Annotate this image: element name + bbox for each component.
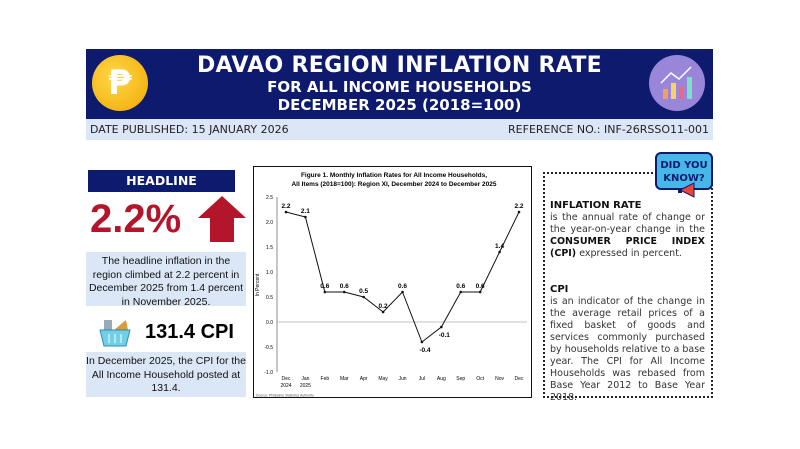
- megaphone-icon: [678, 182, 695, 198]
- x-tick-label: Jan: [301, 376, 309, 382]
- x-tick-label: Jun: [398, 376, 406, 382]
- y-tick-label: 1.5: [266, 245, 273, 251]
- chart-title-2: All Items (2018=100): Region XI, Decembe…: [291, 181, 496, 188]
- definition-text: is the annual rate of change or the year…: [550, 212, 705, 235]
- y-tick-label: 0.0: [266, 320, 273, 326]
- peso-coin-icon: ₱: [92, 55, 148, 111]
- definition-cpi: is an indicator of the change in the ave…: [550, 296, 705, 403]
- chart-title: Figure 1. Monthly Inflation Rates for Al…: [301, 172, 487, 179]
- x-tick-label: Oct: [476, 376, 484, 382]
- page-subtitle: FOR ALL INCOME HOUSEHOLDS: [267, 78, 532, 96]
- header-banner: ₱ DAVAO REGION INFLATION RATE FOR ALL IN…: [86, 49, 713, 119]
- x-tick-label: May: [378, 376, 388, 382]
- definition-inflation-rate: is the annual rate of change or the year…: [550, 212, 705, 260]
- data-point: [362, 295, 365, 299]
- data-point: [284, 210, 288, 214]
- x-tick-label: 2025: [300, 383, 311, 389]
- definition-emphasis: CONSUMER PRICE INDEX (CPI): [550, 236, 705, 259]
- page-period: DECEMBER 2025 (2018=100): [277, 96, 522, 114]
- y-tick-label: -0.5: [264, 345, 273, 351]
- y-axis-label: In Percent: [255, 273, 261, 296]
- data-label: 0.6: [476, 283, 485, 290]
- x-tick-label: Sep: [456, 376, 465, 382]
- headline-label: HEADLINE INFLATION: [88, 170, 235, 210]
- arrow-up-icon: [198, 196, 246, 242]
- x-tick-label: Aug: [437, 376, 446, 382]
- growth-chart-icon: [649, 55, 705, 111]
- data-point: [459, 290, 463, 294]
- data-label: 0.6: [398, 283, 407, 290]
- x-tick-label: Feb: [321, 376, 330, 382]
- data-point: [478, 290, 482, 294]
- data-point: [304, 215, 307, 219]
- x-tick-label: Dec: [515, 376, 524, 382]
- data-label: 0.6: [320, 283, 329, 290]
- data-label: 2.2: [514, 203, 523, 210]
- data-point: [517, 210, 521, 214]
- series-line: [285, 211, 520, 343]
- data-point: [381, 310, 385, 314]
- data-label: 0.5: [359, 288, 368, 295]
- x-tick-label: Jul: [419, 376, 425, 382]
- data-label: 0.2: [379, 303, 388, 310]
- x-tick-label: Mar: [340, 376, 349, 382]
- chart-source: Source: Philippine Statistics Authority: [256, 394, 314, 398]
- data-label: 0.6: [456, 283, 465, 290]
- did-you-know-panel: INFLATION RATE is the annual rate of cha…: [543, 172, 713, 403]
- data-label: 1.4: [495, 243, 504, 250]
- chart-frame: [253, 166, 532, 398]
- term-inflation-rate: INFLATION RATE: [550, 200, 642, 211]
- cpi-description: In December 2025, the CPI for the All In…: [86, 352, 246, 397]
- x-tick-label: Nov: [495, 376, 504, 382]
- y-tick-label: 2.5: [266, 195, 273, 201]
- data-point: [323, 290, 327, 294]
- term-cpi: CPI: [550, 284, 569, 295]
- data-point: [440, 325, 443, 329]
- x-tick-label: 2024: [280, 383, 291, 389]
- data-label: -0.1: [439, 332, 451, 339]
- data-point: [420, 340, 424, 344]
- data-point: [342, 290, 346, 294]
- badge-text: DID YOU KNOW?: [660, 160, 708, 184]
- shopping-basket-icon: [99, 320, 131, 347]
- data-point: [498, 250, 501, 254]
- data-label: 2.2: [281, 203, 290, 210]
- definition-text: expressed in percent.: [579, 248, 682, 259]
- headline-value: 2.2%: [90, 197, 182, 241]
- x-tick-label: Dec: [282, 376, 291, 382]
- data-label: 0.6: [340, 283, 349, 290]
- page-title: DAVAO REGION INFLATION RATE: [196, 53, 603, 78]
- y-tick-label: 2.0: [266, 220, 273, 226]
- data-label: 2.1: [301, 208, 310, 215]
- data-point: [401, 290, 404, 294]
- x-tick-label: Apr: [360, 376, 368, 382]
- y-tick-label: 0.5: [266, 295, 273, 301]
- info-strip: DATE PUBLISHED: 15 JANUARY 2026 REFERENC…: [86, 119, 713, 140]
- headline-description: The headline inflation in the region cli…: [86, 252, 246, 308]
- cpi-value: 131.4 CPI: [145, 321, 234, 343]
- y-tick-label: -1.0: [264, 370, 273, 376]
- date-published: DATE PUBLISHED: 15 JANUARY 2026: [90, 123, 289, 136]
- y-tick-label: 1.0: [266, 270, 273, 276]
- reference-number: REFERENCE NO.: INF-26RSSO11-001: [508, 123, 709, 136]
- data-label: -0.4: [419, 347, 431, 354]
